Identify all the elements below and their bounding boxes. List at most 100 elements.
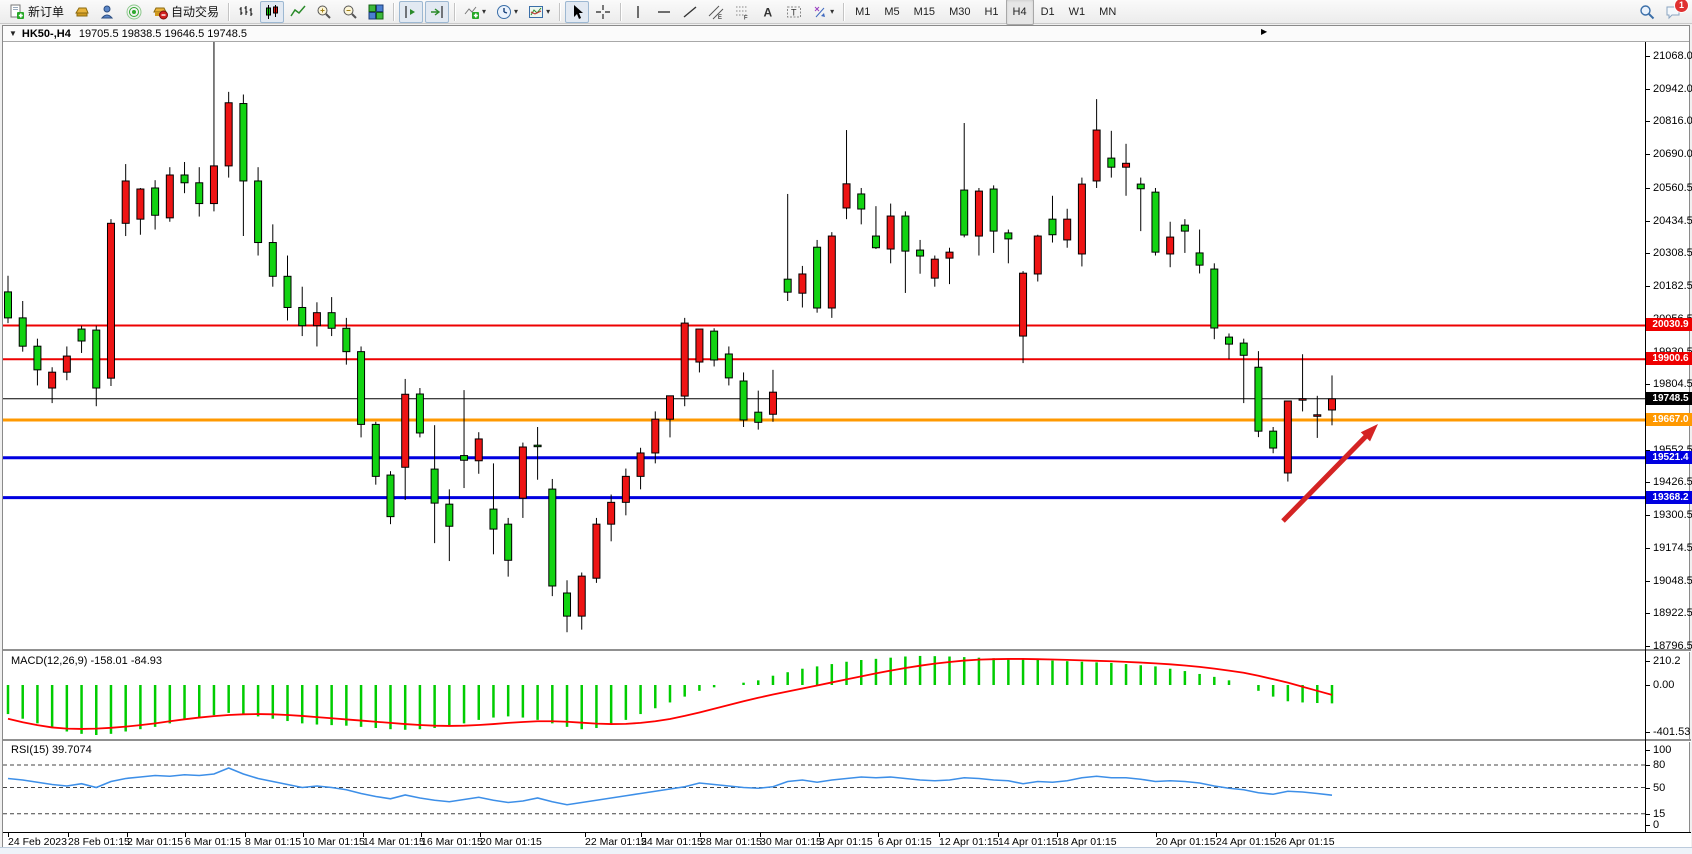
candle-body <box>18 317 27 347</box>
axis-tick <box>1645 765 1650 766</box>
dropdown-arrow-icon[interactable]: ▾ <box>514 7 519 16</box>
dropdown-arrow-icon[interactable]: ▾ <box>546 7 551 16</box>
price-tick-label: 20308.5 <box>1653 247 1692 259</box>
new-order-button[interactable]: 新订单 <box>5 1 68 23</box>
timeframe-w1-label: W1 <box>1068 5 1086 18</box>
candle-body <box>768 391 777 415</box>
annotation-arrow-head[interactable] <box>1360 424 1378 442</box>
text-label-icon: T <box>786 4 802 20</box>
timeframe-m1[interactable]: M1 <box>848 0 877 25</box>
panel-divider[interactable] <box>3 649 1691 652</box>
candle-body <box>1327 398 1336 411</box>
candle-body <box>298 306 307 327</box>
arrows-tool-button[interactable]: ▾ <box>808 1 838 23</box>
candle-body <box>209 165 218 205</box>
axis-tick <box>1645 286 1650 287</box>
cursor-tool-button[interactable] <box>565 0 590 23</box>
axis-tick <box>1645 482 1650 483</box>
trendline-tool-button[interactable] <box>678 1 702 23</box>
vline-icon <box>630 4 646 20</box>
wallet-button[interactable] <box>70 1 94 23</box>
dropdown-arrow-icon[interactable]: ▾ <box>482 7 487 16</box>
auto-scroll-button[interactable] <box>425 0 450 23</box>
indicators-button[interactable]: ▾ <box>460 1 490 23</box>
candle-body <box>577 575 586 617</box>
templates-button[interactable]: ▾ <box>524 1 554 23</box>
candle-body <box>401 393 410 468</box>
date-tick <box>700 833 701 837</box>
signal-button[interactable] <box>122 1 146 23</box>
candle-body <box>224 102 233 167</box>
date-tick <box>1156 833 1157 837</box>
autotrade-button[interactable]: 自动交易 <box>148 1 223 23</box>
price-chart-panel[interactable] <box>3 42 1645 646</box>
price-badge-19368.2: 19368.2 <box>1646 491 1692 504</box>
candle-body <box>1063 218 1072 241</box>
bar-chart-mode-button[interactable] <box>234 1 258 23</box>
timeframe-m5[interactable]: M5 <box>877 0 906 25</box>
price-badge-20030.9: 20030.9 <box>1646 318 1692 331</box>
chart-shift-button[interactable] <box>399 0 424 23</box>
timeframe-m15[interactable]: M15 <box>907 0 942 25</box>
line-chart-mode-button[interactable] <box>286 1 310 23</box>
axis-tick <box>1645 548 1650 549</box>
timeframe-h1[interactable]: H1 <box>977 0 1005 25</box>
timeframe-d1[interactable]: D1 <box>1034 0 1062 25</box>
profile-button[interactable] <box>96 1 120 23</box>
timeframe-mn[interactable]: MN <box>1092 0 1123 25</box>
timeframe-h1-label: H1 <box>984 5 999 18</box>
candle-body <box>563 592 572 617</box>
rsi-panel[interactable] <box>3 742 1645 831</box>
candle-body <box>857 193 866 210</box>
candle-body <box>106 222 115 379</box>
timeframe-h4[interactable]: H4 <box>1005 0 1034 25</box>
annotation-arrow-line[interactable] <box>1281 432 1370 523</box>
timeframe-w1[interactable]: W1 <box>1062 0 1093 25</box>
date-label: 28 Feb 01:15 <box>68 836 130 848</box>
axis-tick <box>1645 661 1650 662</box>
axis-tick <box>1645 154 1650 155</box>
candle-body <box>1195 252 1204 266</box>
candle-body <box>474 438 483 462</box>
date-tick <box>760 833 761 837</box>
channel-tool-button[interactable]: E <box>704 1 728 23</box>
new-order-button-label: 新订单 <box>28 5 65 19</box>
bottom-scroll-strip[interactable] <box>0 847 1692 854</box>
crosshair-tool-button[interactable] <box>591 1 615 23</box>
macd-panel[interactable] <box>3 652 1645 739</box>
label-tool-button[interactable]: T <box>782 1 806 23</box>
chart-window: ▼ HK50-,H4 19705.5 19838.5 19646.5 19748… <box>2 25 1692 848</box>
zoom-in-button[interactable] <box>312 1 336 23</box>
svg-text:E: E <box>718 15 722 20</box>
candle-body <box>195 182 204 205</box>
vline-tool-button[interactable] <box>626 1 650 23</box>
candle-body <box>916 249 925 257</box>
svg-text:A: A <box>764 5 773 19</box>
zoom-in-icon <box>316 4 332 20</box>
rsi-tick-label: 15 <box>1653 808 1666 820</box>
hline-tool-button[interactable] <box>652 1 676 23</box>
panel-divider[interactable] <box>3 739 1691 742</box>
periods-button[interactable]: ▾ <box>492 1 522 23</box>
tile-windows-button[interactable] <box>364 1 388 23</box>
candle-body <box>327 312 336 329</box>
fibonacci-tool-button[interactable]: F <box>730 1 754 23</box>
candle-body <box>312 312 321 327</box>
candle-body <box>1122 162 1131 168</box>
date-axis[interactable]: 24 Feb 2023 28 Feb 01:15 2 Mar 01:15 6 Mar … <box>3 832 1691 848</box>
toolbar-separator <box>620 2 622 21</box>
trendline-icon <box>682 4 698 20</box>
collapse-chart-icon[interactable]: ▼ <box>9 29 17 38</box>
search-button[interactable] <box>1635 1 1659 23</box>
candle-body <box>136 188 145 220</box>
candle-chart-mode-button[interactable] <box>260 0 285 23</box>
dropdown-arrow-icon[interactable]: ▾ <box>830 7 835 16</box>
price-tick-label: 20434.5 <box>1653 215 1692 227</box>
timeframe-m30[interactable]: M30 <box>942 0 977 25</box>
chat-button[interactable]: 1 <box>1661 0 1689 23</box>
date-label: 10 Mar 01:15 <box>303 836 365 848</box>
price-tick-label: 20560.5 <box>1653 182 1692 194</box>
axis-tick <box>1645 121 1650 122</box>
text-tool-button[interactable]: A <box>756 1 780 23</box>
zoom-out-button[interactable] <box>338 1 362 23</box>
